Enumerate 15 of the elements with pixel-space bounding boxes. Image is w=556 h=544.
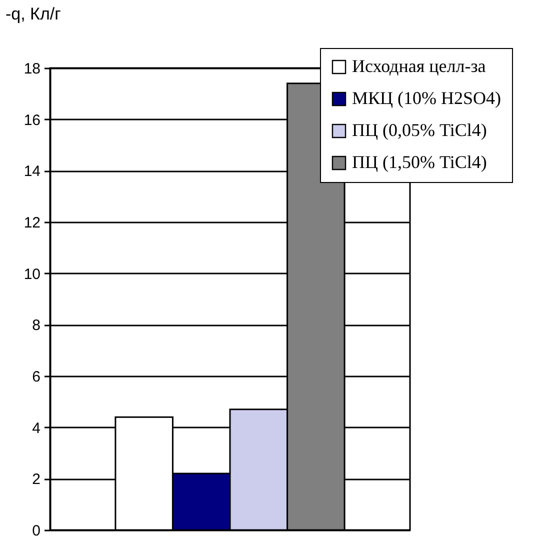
y-tick-label: 16 <box>24 112 40 129</box>
y-axis-title: -q, Кл/г <box>6 4 61 24</box>
y-tick-label: 8 <box>32 317 40 334</box>
legend-label: Исходная целл-за <box>352 56 486 76</box>
y-tick-label: 18 <box>24 60 40 78</box>
y-tick-label: 0 <box>32 522 40 540</box>
y-tick-label: 4 <box>32 420 40 437</box>
legend-label: ПЦ (0,05% TiCl4) <box>352 120 487 140</box>
y-tick-label: 2 <box>32 471 40 488</box>
y-tick-label: 10 <box>24 266 40 283</box>
y-tick-label: 14 <box>24 163 40 180</box>
y-tick-label: 6 <box>32 368 40 386</box>
y-tick-label: 12 <box>24 214 40 232</box>
legend-label: ПЦ (1,50% TiCl4) <box>352 152 487 172</box>
legend-label: МКЦ (10% H2SO4) <box>352 88 502 108</box>
